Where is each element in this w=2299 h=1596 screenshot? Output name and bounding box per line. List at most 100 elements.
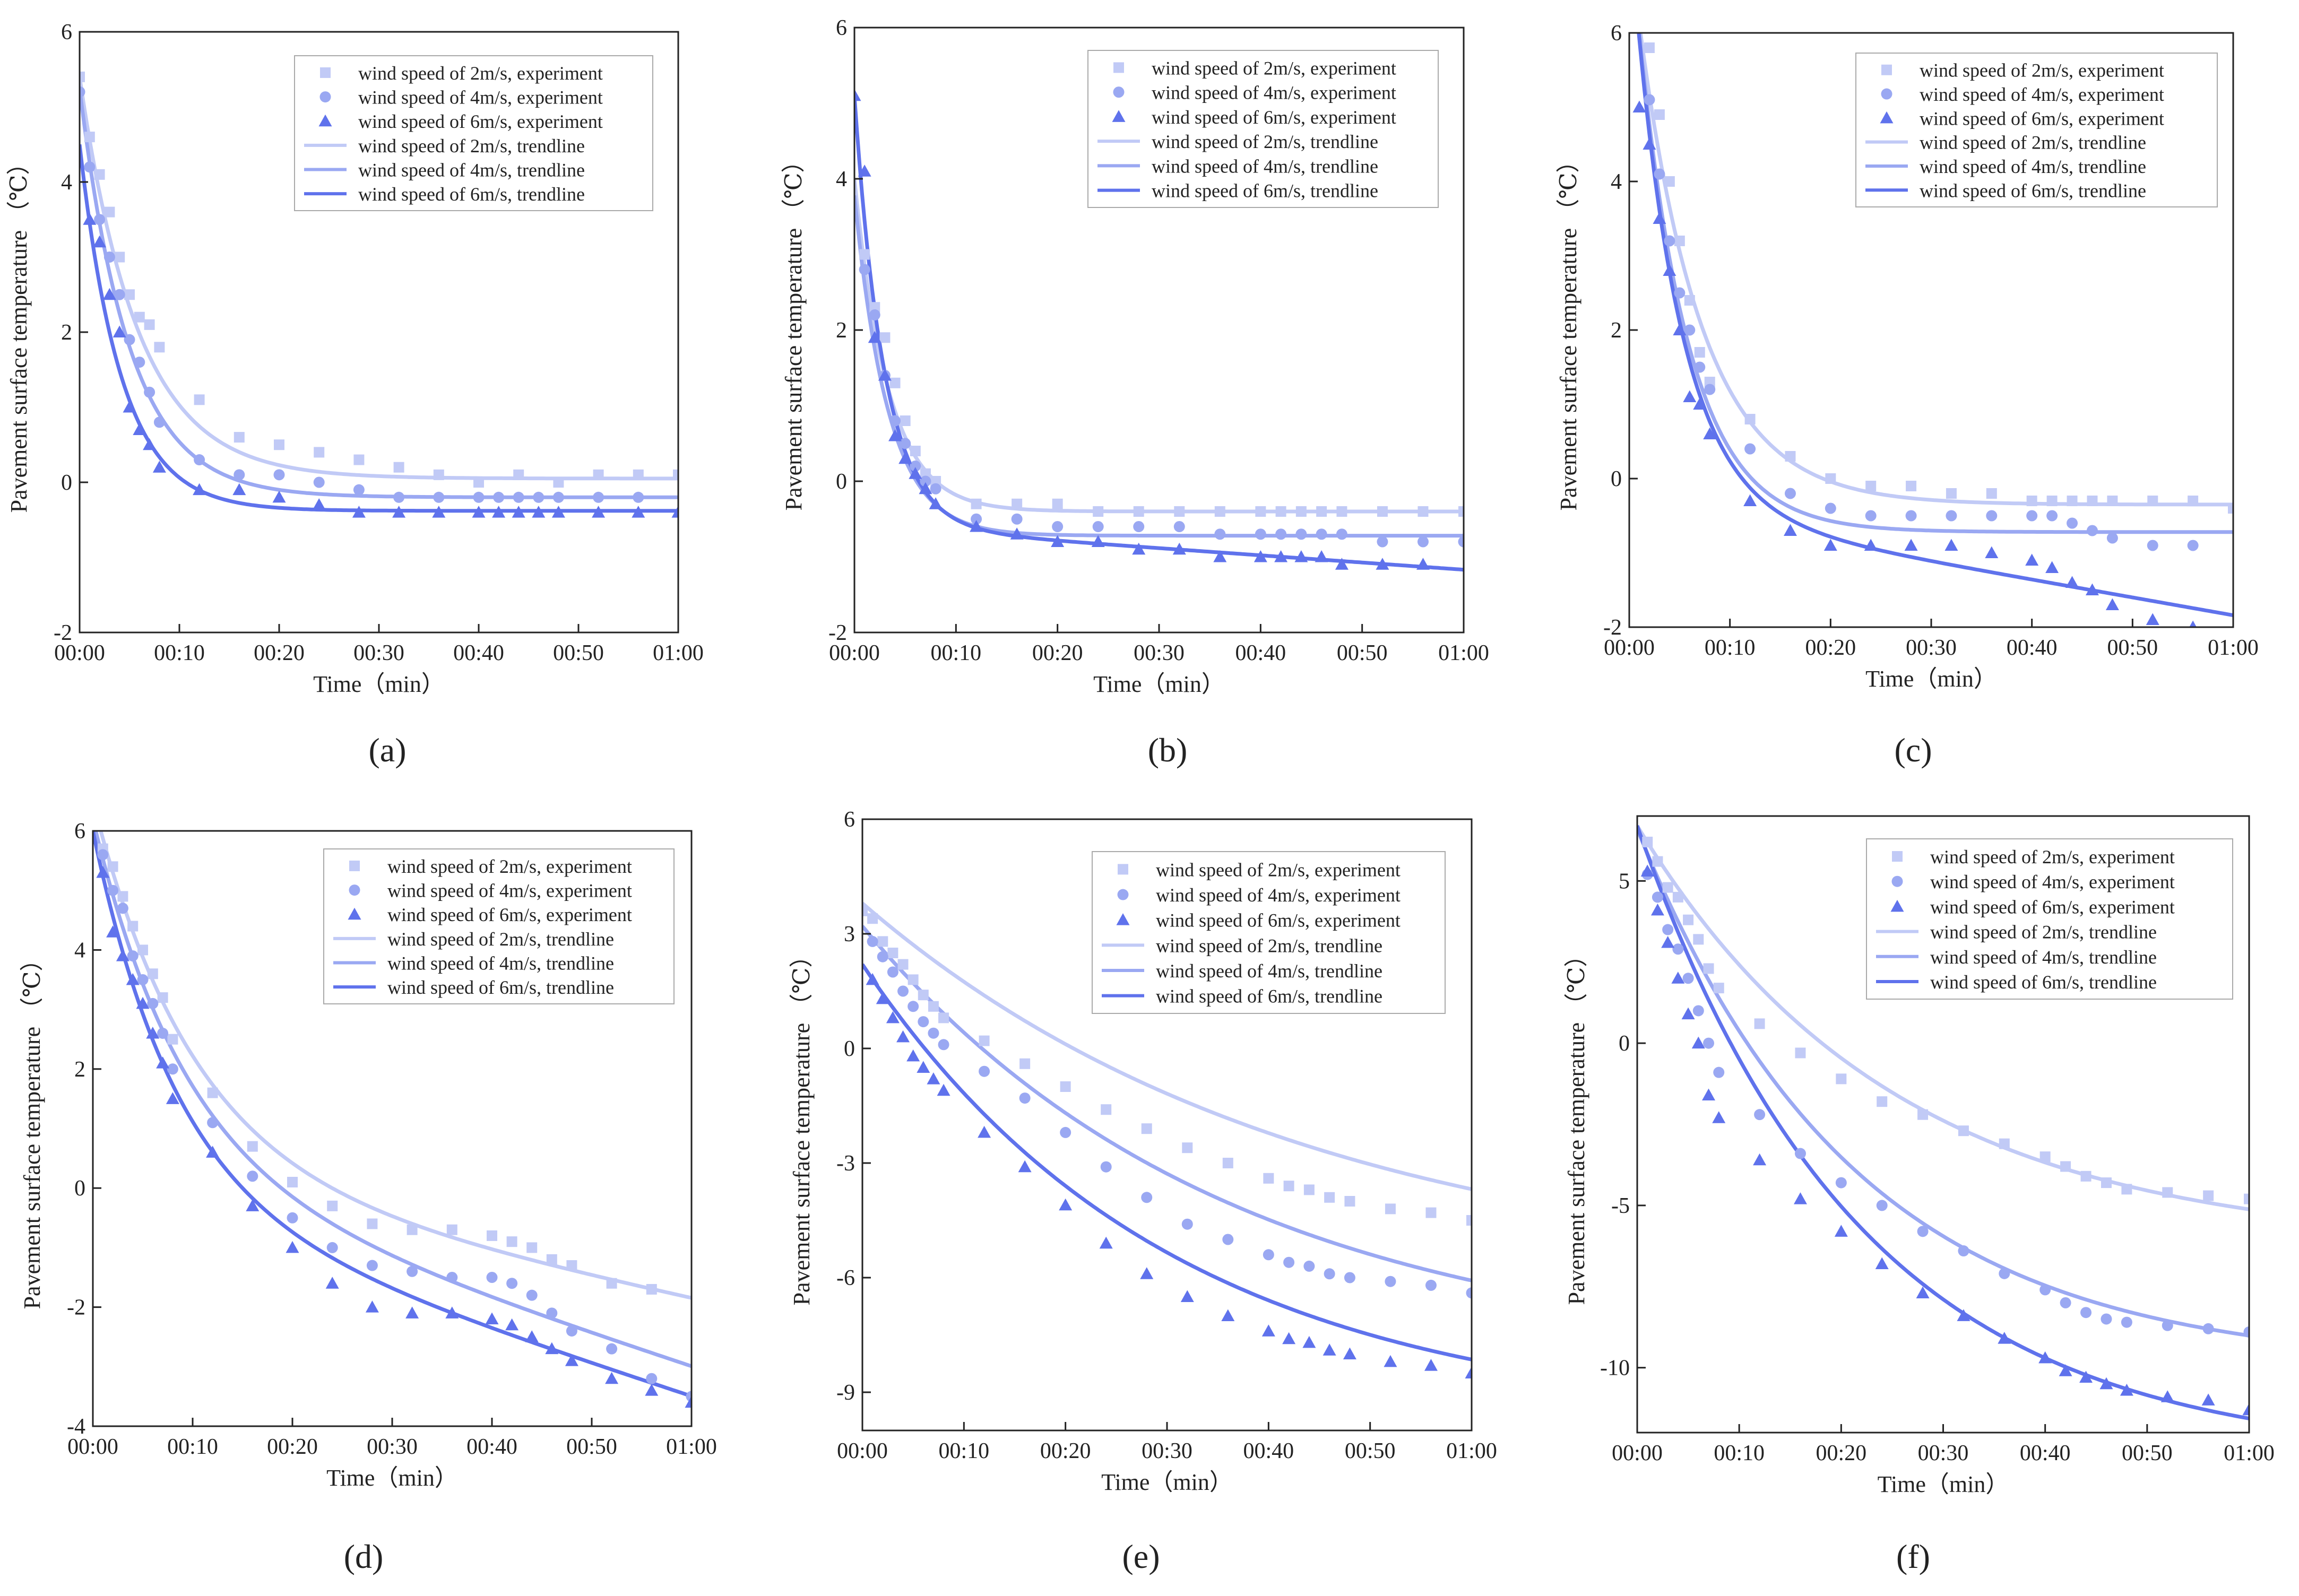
data-point xyxy=(887,948,898,958)
data-point xyxy=(876,992,889,1004)
legend-swatch-marker xyxy=(1880,111,1894,124)
data-point xyxy=(473,477,484,488)
data-point xyxy=(1172,542,1186,555)
x-tick-label: 00:30 xyxy=(1918,1441,1969,1465)
data-point xyxy=(1324,1192,1335,1203)
legend-label: wind speed of 2m/s, trendline xyxy=(1156,935,1382,956)
data-point xyxy=(633,469,644,480)
data-point xyxy=(1141,1192,1153,1203)
data-point xyxy=(889,415,901,427)
legend-swatch-marker xyxy=(349,884,360,896)
data-point xyxy=(2060,1161,2071,1172)
data-point xyxy=(1283,1256,1295,1268)
data-point xyxy=(646,1373,658,1384)
data-point xyxy=(1255,506,1266,517)
data-point xyxy=(1823,539,1837,551)
x-tick-label: 00:10 xyxy=(154,641,205,665)
panel-label: (a) xyxy=(368,731,406,769)
data-point xyxy=(1986,488,1997,499)
data-point xyxy=(1099,1236,1113,1249)
y-tick-label: 6 xyxy=(1611,21,1622,46)
data-point xyxy=(886,1011,900,1023)
data-point xyxy=(1092,521,1104,532)
data-point xyxy=(970,520,983,532)
legend-entry: wind speed of 6m/s, experiment xyxy=(318,111,603,132)
data-point xyxy=(144,319,155,330)
x-tick-label: 00:00 xyxy=(1604,636,1655,660)
legend-swatch-marker xyxy=(320,67,331,78)
data-point xyxy=(512,506,525,518)
data-point xyxy=(1683,390,1697,402)
data-point xyxy=(506,1278,518,1289)
data-point xyxy=(513,491,524,503)
data-point xyxy=(1875,1257,1889,1269)
data-point xyxy=(545,1342,559,1355)
data-point xyxy=(1958,1245,1969,1257)
data-point xyxy=(1642,836,1653,847)
legend-label: wind speed of 2m/s, experiment xyxy=(387,856,632,877)
data-point xyxy=(2046,510,2058,522)
y-tick-label: -3 xyxy=(836,1151,855,1176)
data-point xyxy=(152,461,166,473)
x-tick-label: 01:00 xyxy=(1446,1439,1497,1463)
data-point xyxy=(928,1001,939,1012)
y-axis-title: Pavement surface temperature （℃） xyxy=(781,150,807,511)
legend-entry: wind speed of 2m/s, trendline xyxy=(333,929,614,950)
legend-swatch-marker xyxy=(1113,62,1124,73)
data-point xyxy=(207,1117,219,1129)
data-point xyxy=(1917,1226,1929,1237)
data-point xyxy=(80,86,85,98)
data-point xyxy=(97,849,109,861)
data-point xyxy=(1906,481,1917,491)
data-point xyxy=(930,483,941,495)
data-point xyxy=(1336,528,1347,540)
x-axis-title: Time（min） xyxy=(1101,1469,1233,1495)
data-point xyxy=(606,1343,618,1355)
legend-box xyxy=(1087,50,1439,208)
trendline-4ms xyxy=(80,88,678,499)
data-point xyxy=(2121,1184,2132,1195)
data-point xyxy=(505,1318,519,1331)
data-point xyxy=(1343,1347,1356,1359)
data-point xyxy=(127,921,139,932)
data-point xyxy=(407,1265,418,1277)
data-point xyxy=(1682,973,1694,984)
x-tick-label: 00:30 xyxy=(353,641,404,665)
x-tick-label: 00:10 xyxy=(1714,1441,1765,1465)
x-tick-label: 00:50 xyxy=(553,641,604,665)
data-point xyxy=(194,394,205,405)
data-point xyxy=(2120,1383,2133,1396)
data-point xyxy=(979,1035,990,1046)
legend-entry: wind speed of 4m/s, experiment xyxy=(319,87,603,108)
data-point xyxy=(1834,1225,1848,1237)
data-point xyxy=(1684,324,1696,336)
legend-entry: wind speed of 4m/s, trendline xyxy=(1876,947,2157,968)
data-point xyxy=(2160,1390,2174,1402)
data-point xyxy=(124,289,135,300)
data-point xyxy=(1315,550,1328,562)
data-point xyxy=(193,483,206,496)
y-tick-label: -2 xyxy=(828,621,847,645)
plot-area xyxy=(80,71,678,518)
data-point xyxy=(1174,506,1185,517)
legend-swatch-marker xyxy=(1117,889,1129,900)
data-point xyxy=(313,476,325,488)
legend: wind speed of 2m/s, experiment wind speed… xyxy=(1866,838,2233,1000)
data-point xyxy=(2087,496,2098,506)
data-point xyxy=(1794,1148,1806,1159)
legend-label: wind speed of 4m/s, trendline xyxy=(358,159,585,180)
data-point xyxy=(917,1061,930,1073)
legend-swatch-marker xyxy=(1118,864,1128,875)
data-point xyxy=(1753,1153,1767,1166)
data-point xyxy=(2107,496,2118,506)
data-point xyxy=(445,1306,459,1319)
legend-label: wind speed of 4m/s, experiment xyxy=(1920,84,2164,105)
data-point xyxy=(1744,414,1756,424)
data-point xyxy=(897,985,909,997)
data-point xyxy=(1011,513,1023,525)
y-tick-label: 6 xyxy=(61,20,72,45)
data-point xyxy=(1214,528,1226,540)
data-point xyxy=(2099,1377,2113,1390)
data-point xyxy=(858,164,871,177)
y-axis-title: Pavement surface temperature （℃） xyxy=(6,152,32,513)
